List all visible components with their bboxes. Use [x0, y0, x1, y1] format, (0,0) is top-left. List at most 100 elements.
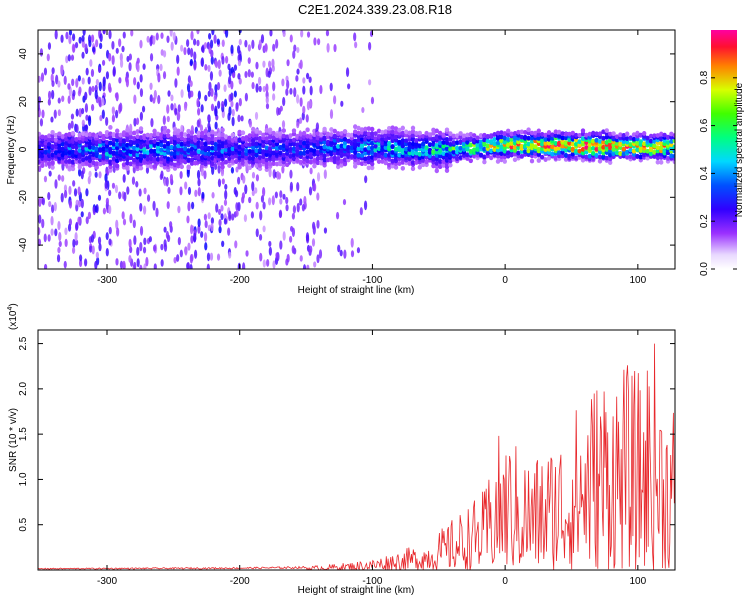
spectrogram-band-cell: [118, 141, 123, 147]
spectrogram-band-cell: [315, 156, 320, 161]
spectrogram-band-cell: [237, 150, 242, 156]
spectrogram-band-cell: [380, 129, 385, 135]
spectrogram-band-cell: [468, 158, 473, 164]
spectrogram-noise-cell: [210, 222, 214, 232]
spectrogram-noise-cell: [210, 49, 214, 58]
spectrogram-band-cell: [244, 148, 249, 153]
spectrogram-band-cell: [159, 135, 164, 141]
spectrogram-band-cell: [353, 153, 358, 159]
spectrogram-noise-cell: [339, 249, 343, 257]
spectrogram-band-cell: [203, 128, 208, 134]
spectrogram-band-cell: [519, 129, 524, 135]
spectrogram-noise-cell: [262, 60, 266, 68]
spectrogram-band-cell: [223, 140, 229, 145]
spectrogram-noise-cell: [99, 42, 103, 50]
spectrogram-band-cell: [70, 159, 76, 165]
spectrogram-noise-cell: [217, 100, 221, 109]
spectrogram-noise-cell: [133, 261, 137, 269]
spectrogram-x-tick-label: 0: [502, 275, 508, 286]
spectrogram-band-cell: [315, 135, 320, 141]
spectrogram-noise-cell: [281, 78, 285, 87]
spectrogram-band-cell: [342, 140, 348, 146]
spectrogram-band-cell: [342, 143, 348, 149]
spectrogram-noise-cell: [364, 175, 368, 184]
spectrogram-band-cell: [38, 131, 42, 137]
spectrogram-band-cell: [91, 160, 96, 166]
spectrogram-noise-cell: [78, 199, 82, 208]
spectrogram-band-cell: [166, 133, 171, 139]
spectrogram-noise-cell: [285, 196, 289, 205]
spectrogram-noise-cell: [67, 223, 72, 232]
spectrogram-noise-cell: [94, 260, 98, 269]
spectrogram-band-cell: [560, 149, 565, 155]
spectrogram-band-cell: [652, 133, 657, 139]
spectrogram-band-cell: [472, 137, 477, 143]
spectrogram-band-cell: [247, 148, 252, 154]
spectrogram-noise-cell: [232, 72, 236, 79]
spectrogram-band-cell: [87, 144, 93, 150]
spectrogram-noise-cell: [139, 111, 143, 121]
spectrogram-noise-cell: [146, 194, 151, 202]
spectrogram-band-cell: [550, 132, 555, 138]
spectrogram-noise-cell: [189, 58, 193, 66]
spectrogram-noise-cell: [299, 198, 303, 206]
spectrogram-band-cell: [142, 142, 147, 147]
spectrogram-band-cell: [217, 153, 222, 159]
spectrogram-noise-cell: [179, 170, 183, 179]
spectrogram-band-cell: [444, 168, 450, 173]
spectrogram-noise-cell: [39, 48, 44, 57]
spectrogram-band-cell: [186, 139, 191, 145]
spectrogram-band-cell: [363, 156, 368, 162]
spectrogram-noise-cell: [289, 181, 293, 192]
spectrogram-band-cell: [332, 145, 337, 151]
spectrogram-band-cell: [271, 150, 276, 156]
spectrogram-band-cell: [193, 134, 198, 140]
spectrogram-noise-cell: [160, 170, 164, 179]
spectrogram-noise-cell: [200, 57, 205, 68]
spectrogram-band-cell: [366, 145, 371, 151]
spectrogram-band-cell: [393, 130, 399, 135]
spectrogram-band-cell: [393, 126, 399, 132]
spectrogram-band-cell: [274, 138, 280, 143]
spectrogram-band-cell: [669, 139, 674, 144]
spectrogram-band-cell: [98, 154, 103, 160]
spectrogram-noise-cell: [78, 254, 83, 262]
spectrogram-noise-cell: [172, 31, 176, 42]
spectrogram-band-cell: [492, 141, 497, 147]
spectrogram-noise-cell: [255, 61, 259, 70]
spectrogram-band-cell: [512, 157, 518, 163]
spectrogram-band-cell: [387, 129, 392, 135]
spectrogram-band-cell: [574, 155, 579, 161]
spectrogram-band-cell: [186, 148, 191, 153]
spectrogram-band-cell: [128, 155, 133, 161]
spectrogram-noise-cell: [128, 53, 132, 61]
spectrogram-band-cell: [257, 147, 263, 153]
spectrogram-noise-cell: [90, 68, 95, 78]
spectrogram-band-cell: [635, 141, 640, 146]
spectrogram-noise-cell: [292, 205, 297, 214]
spectrogram-band-cell: [523, 149, 528, 155]
spectrogram-noise-cell: [67, 54, 71, 62]
spectrogram-band-cell: [149, 156, 154, 161]
spectrogram-band-cell: [264, 152, 269, 157]
snr-x-label: Height of straight line (km): [298, 585, 415, 596]
spectrogram-band-cell: [434, 160, 439, 166]
spectrogram-band-cell: [618, 151, 623, 157]
spectrogram-band-cell: [138, 153, 144, 159]
spectrogram-noise-cell: [108, 52, 112, 62]
spectrogram-band-cell: [138, 156, 144, 162]
spectrogram-band-cell: [257, 130, 263, 136]
spectrogram-band-cell: [516, 145, 521, 151]
spectrogram-band-cell: [84, 146, 89, 151]
snr-y-tick-label: 2.5: [18, 336, 29, 350]
spectrogram-band-cell: [346, 144, 351, 150]
spectrogram-noise-cell: [209, 39, 214, 49]
spectrogram-noise-cell: [318, 249, 323, 259]
spectrogram-band-cell: [268, 146, 273, 152]
spectrogram-band-cell: [183, 146, 188, 152]
spectrogram-band-cell: [172, 145, 178, 151]
spectrogram-band-cell: [285, 134, 290, 140]
spectrogram-band-cell: [516, 150, 521, 156]
spectrogram-noise-cell: [220, 204, 224, 212]
spectrogram-noise-cell: [58, 240, 62, 248]
